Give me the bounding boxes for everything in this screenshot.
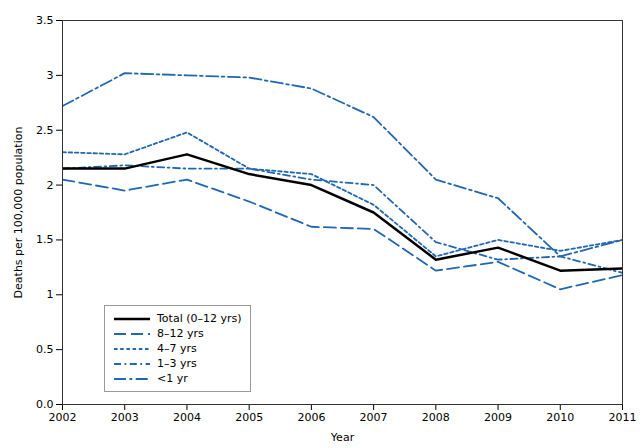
- svg-text:2004: 2004: [173, 411, 201, 424]
- html-text:1–3 yrs: 1–3 yrs: [157, 357, 197, 370]
- svg-text:Year: Year: [330, 431, 355, 444]
- svg-text:2.5: 2.5: [36, 124, 54, 137]
- svg-text:1.5: 1.5: [36, 233, 54, 246]
- svg-text:3.5: 3.5: [36, 14, 54, 27]
- svg-text:2002: 2002: [49, 411, 77, 424]
- svg-text:2005: 2005: [235, 411, 263, 424]
- svg-text:2003: 2003: [111, 411, 139, 424]
- svg-text:2009: 2009: [484, 411, 512, 424]
- svg-text:0.0: 0.0: [36, 398, 54, 411]
- svg-text:2: 2: [47, 179, 54, 192]
- svg-text:2010: 2010: [546, 411, 574, 424]
- html-text:Total (0–12 yrs): Total (0–12 yrs): [157, 312, 242, 325]
- svg-text:Deaths per 100,000 population: Deaths per 100,000 population: [12, 127, 25, 299]
- svg-text:2007: 2007: [360, 411, 388, 424]
- svg-text:2006: 2006: [297, 411, 325, 424]
- svg-text:0.5: 0.5: [36, 343, 54, 356]
- html-text:<1 yr: <1 yr: [157, 372, 188, 385]
- svg-text:2008: 2008: [422, 411, 450, 424]
- svg-text:1: 1: [47, 288, 54, 301]
- html-text:4–7 yrs: 4–7 yrs: [157, 342, 197, 355]
- svg-text:2011: 2011: [609, 411, 637, 424]
- html-text:8–12 yrs: 8–12 yrs: [157, 327, 204, 340]
- svg-text:3: 3: [47, 69, 54, 82]
